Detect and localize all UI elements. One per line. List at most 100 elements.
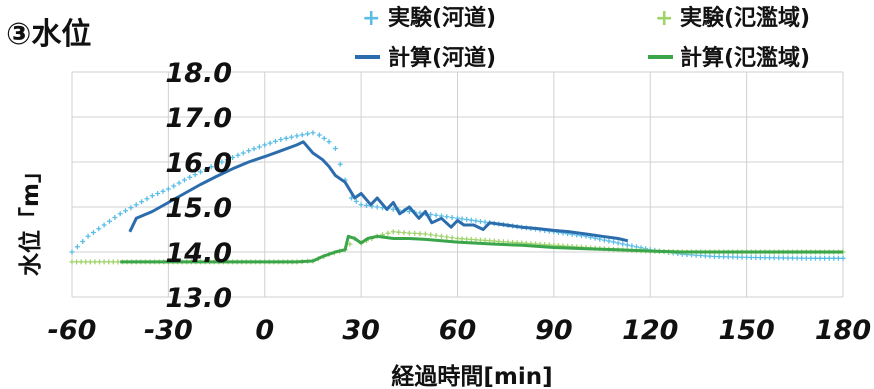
series-marker bbox=[74, 244, 80, 250]
series-marker bbox=[83, 259, 89, 265]
series-marker bbox=[412, 230, 418, 236]
series-marker bbox=[165, 186, 171, 192]
legend-label-calc-flood: 計算(氾濫域) bbox=[680, 45, 810, 71]
series-marker bbox=[464, 217, 470, 223]
series-marker bbox=[808, 255, 814, 261]
series-marker bbox=[428, 232, 434, 238]
series-marker bbox=[347, 241, 353, 247]
series-marker bbox=[289, 134, 295, 140]
series-marker bbox=[817, 255, 823, 261]
series-marker bbox=[748, 254, 754, 260]
series-marker bbox=[721, 254, 727, 260]
y-tick-labels: 18.0 17.0 16.0 15.0 14.0 13.0 bbox=[165, 58, 232, 314]
series-marker bbox=[840, 255, 846, 261]
chart-title: ③水位 bbox=[6, 17, 91, 52]
series-marker bbox=[96, 226, 102, 232]
series-marker bbox=[464, 236, 470, 242]
series-marker bbox=[716, 254, 722, 260]
series-marker bbox=[192, 172, 198, 178]
series-marker bbox=[203, 166, 209, 172]
series-marker bbox=[305, 131, 311, 137]
y-tick-label: 15.0 bbox=[165, 193, 232, 224]
series-marker bbox=[739, 254, 745, 260]
legend-label-calc-channel: 計算(河道) bbox=[388, 45, 496, 71]
series-marker bbox=[422, 231, 428, 237]
series-marker bbox=[149, 193, 155, 199]
series-marker bbox=[601, 237, 607, 243]
series-marker bbox=[128, 205, 134, 211]
series-marker bbox=[482, 219, 488, 225]
series-marker bbox=[812, 255, 818, 261]
series-marker bbox=[240, 150, 246, 156]
legend: + 実験(河道) 計算(河道) + 実験(氾濫域) 計算(氾濫域) bbox=[355, 5, 810, 71]
y-tick-label: 13.0 bbox=[165, 283, 232, 314]
series-marker bbox=[417, 210, 423, 216]
series-marker bbox=[477, 237, 483, 243]
series-line bbox=[120, 234, 843, 264]
series-marker bbox=[101, 259, 107, 265]
series-marker bbox=[321, 135, 327, 141]
series-marker bbox=[477, 218, 483, 224]
series-line bbox=[128, 140, 629, 243]
series-marker bbox=[283, 135, 289, 141]
series-marker bbox=[459, 236, 465, 242]
series-marker bbox=[115, 259, 121, 265]
series-marker bbox=[214, 161, 220, 167]
series-marker bbox=[332, 146, 338, 151]
series-3 bbox=[120, 234, 843, 264]
series-marker bbox=[771, 255, 777, 261]
series-marker bbox=[438, 233, 444, 239]
series-marker bbox=[69, 259, 75, 265]
legend-item-exp-channel: + 実験(河道) bbox=[362, 5, 496, 31]
series-marker bbox=[385, 230, 391, 236]
series-marker bbox=[611, 239, 617, 245]
legend-label-exp-flood: 実験(氾濫域) bbox=[680, 5, 810, 31]
series-marker bbox=[629, 243, 635, 249]
series-marker bbox=[468, 236, 474, 242]
series-marker bbox=[803, 255, 809, 261]
series-marker bbox=[160, 188, 166, 194]
series-marker bbox=[390, 206, 396, 212]
series-marker bbox=[69, 249, 75, 255]
series-marker bbox=[294, 133, 300, 139]
series-marker bbox=[326, 139, 332, 145]
series-marker bbox=[606, 238, 612, 244]
series-marker bbox=[459, 216, 465, 222]
series-marker bbox=[123, 208, 129, 214]
series-marker bbox=[278, 137, 284, 142]
x-axis-label: 経過時間[min] bbox=[391, 363, 552, 389]
y-tick-label: 17.0 bbox=[165, 103, 232, 134]
series-marker bbox=[310, 130, 316, 136]
series-marker bbox=[449, 215, 455, 220]
series-marker bbox=[624, 242, 630, 248]
x-tick-label: 180 bbox=[815, 315, 871, 346]
series-marker bbox=[444, 234, 450, 240]
series-marker bbox=[87, 259, 93, 265]
x-tick-label: 90 bbox=[535, 315, 573, 346]
x-tick-label: 150 bbox=[718, 315, 774, 346]
series-marker bbox=[90, 230, 96, 235]
series-marker bbox=[112, 215, 118, 220]
series-marker bbox=[831, 255, 837, 261]
legend-marker-exp-channel: + bbox=[362, 6, 380, 31]
series-marker bbox=[353, 198, 359, 204]
series-marker bbox=[734, 254, 740, 260]
series-marker bbox=[97, 259, 103, 265]
series-marker bbox=[468, 217, 474, 223]
series-marker bbox=[358, 202, 364, 208]
series-marker bbox=[235, 152, 241, 158]
series-marker bbox=[707, 253, 713, 259]
series-marker bbox=[316, 132, 322, 138]
series-marker bbox=[117, 211, 123, 217]
series-marker bbox=[767, 255, 773, 261]
series-marker bbox=[262, 142, 268, 148]
series-marker bbox=[155, 191, 161, 196]
series-marker bbox=[753, 255, 759, 261]
series-marker bbox=[433, 233, 439, 238]
series-marker bbox=[219, 159, 225, 165]
series-marker bbox=[417, 231, 423, 237]
series-marker bbox=[176, 180, 182, 186]
series-marker bbox=[267, 140, 273, 146]
series-marker bbox=[794, 255, 800, 261]
